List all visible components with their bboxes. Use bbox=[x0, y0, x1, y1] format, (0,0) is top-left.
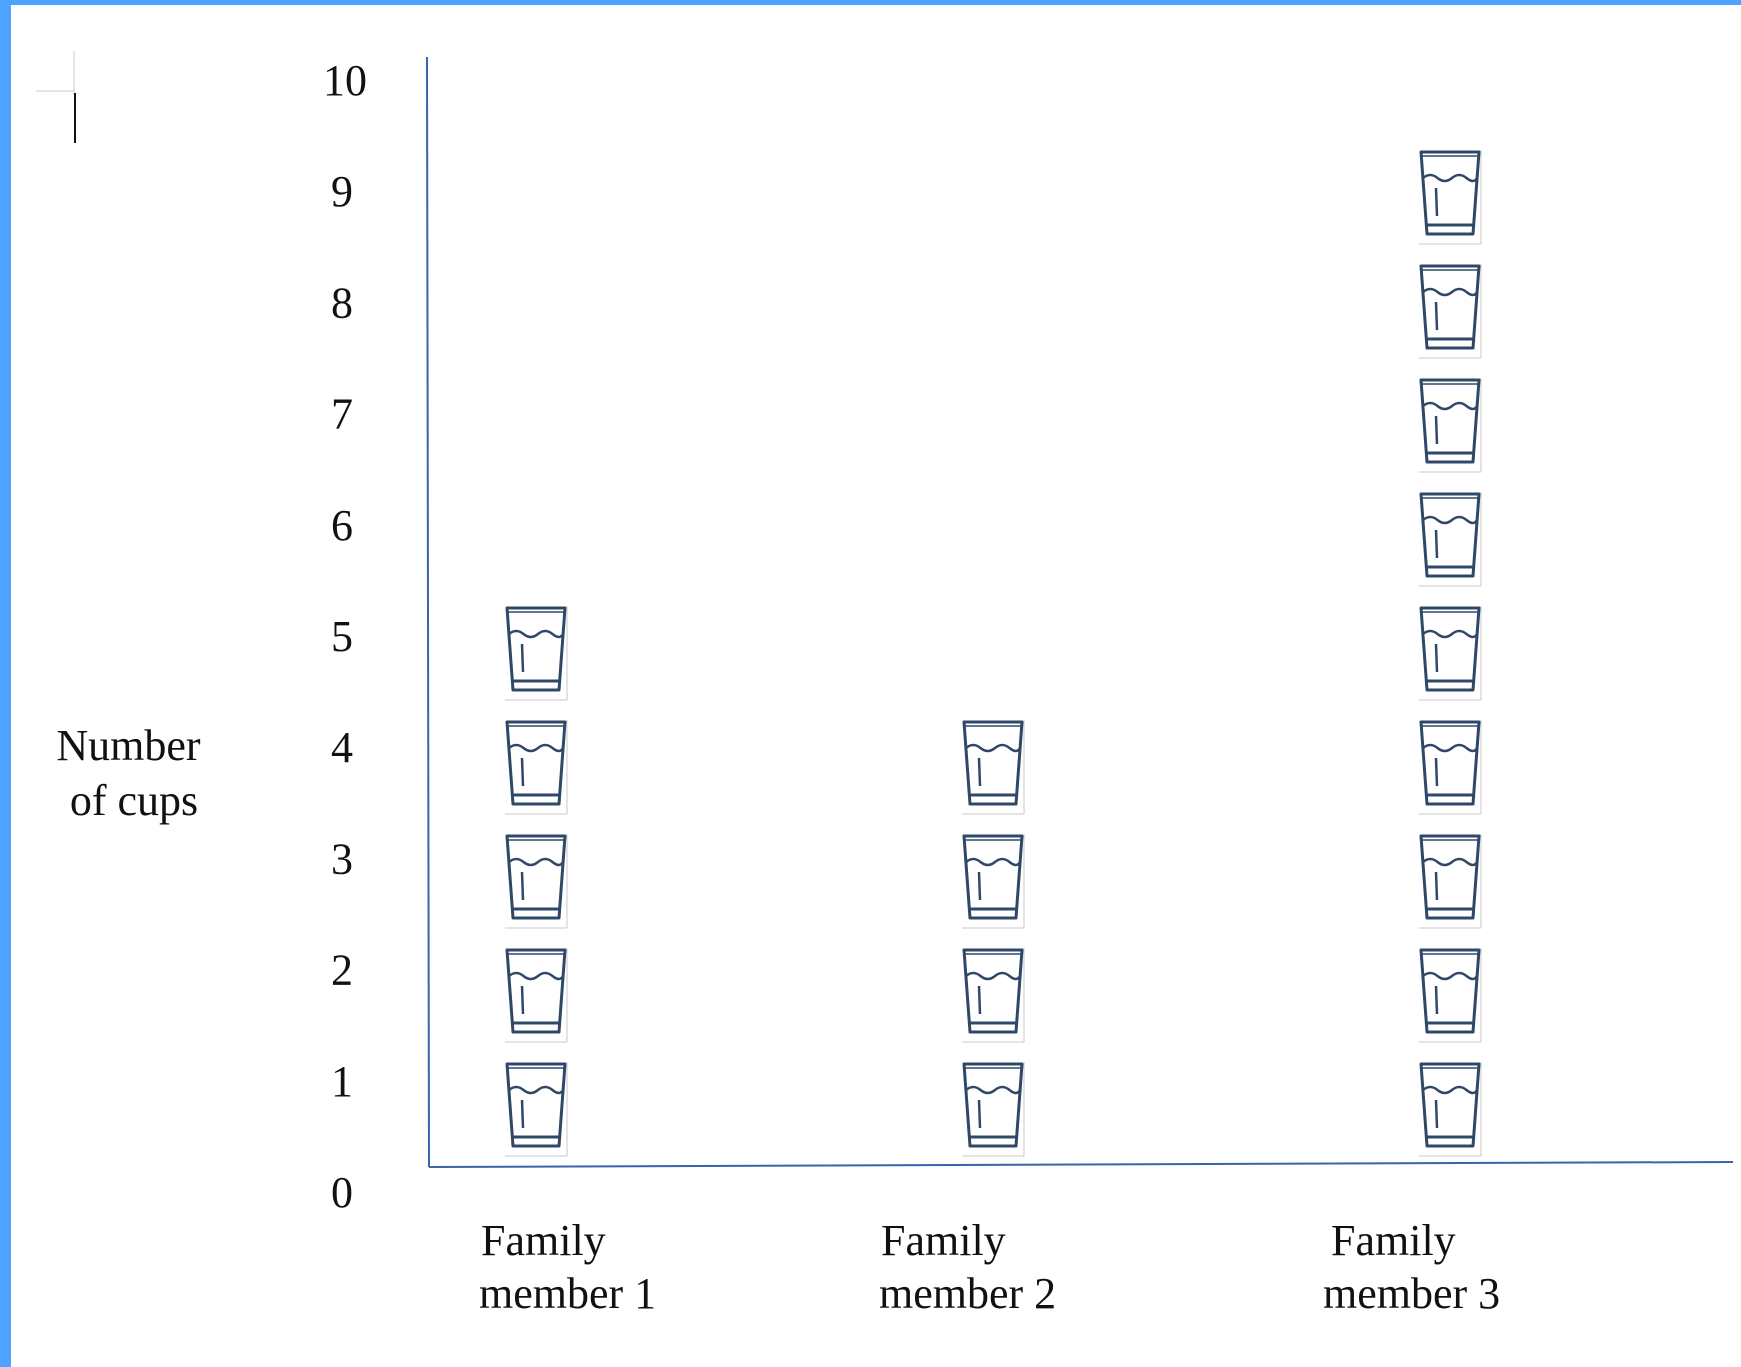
y-tick-label: 1 bbox=[331, 1057, 353, 1106]
category-label: Family member 1 bbox=[479, 1216, 656, 1318]
y-tick-label: 0 bbox=[331, 1168, 353, 1217]
y-tick-label: 7 bbox=[331, 390, 353, 439]
y-tick-labels: 0 1 2 3 4 5 6 7 8 9 10 bbox=[323, 56, 367, 1217]
y-tick-label: 10 bbox=[323, 56, 367, 105]
y-tick-label: 4 bbox=[331, 723, 353, 772]
cup-of-water-icon bbox=[505, 948, 568, 1043]
pictograph-chart: Number of cups 0 1 2 3 4 5 6 7 8 9 10 Family member… bbox=[36, 51, 1734, 1318]
y-tick-label: 9 bbox=[331, 167, 353, 216]
cup-of-water-icon bbox=[962, 720, 1025, 815]
y-tick-label: 2 bbox=[331, 946, 353, 995]
cup-of-water-icon bbox=[1419, 264, 1482, 359]
cup-of-water-icon bbox=[1419, 378, 1482, 473]
category-label: Family member 3 bbox=[1323, 1216, 1500, 1318]
cup-of-water-icon bbox=[1419, 834, 1482, 929]
cup-of-water-icon bbox=[505, 1062, 568, 1157]
cup-of-water-icon bbox=[1419, 948, 1482, 1043]
cup-of-water-icon bbox=[1419, 720, 1482, 815]
y-axis bbox=[426, 56, 430, 1168]
category-label: Family member 2 bbox=[879, 1216, 1056, 1318]
y-tick-label: 3 bbox=[331, 834, 353, 883]
y-tick-label: 5 bbox=[331, 612, 353, 661]
x-axis bbox=[428, 1161, 1734, 1168]
category-labels: Family member 1 Family member 2 Family member… bbox=[479, 1216, 1500, 1318]
cup-of-water-icon bbox=[1419, 606, 1482, 701]
cup-of-water-icon bbox=[962, 834, 1025, 929]
cup-of-water-icon bbox=[962, 1062, 1025, 1157]
cup-of-water-icon bbox=[505, 720, 568, 815]
cup-of-water-icon bbox=[962, 948, 1025, 1043]
cup-of-water-icon bbox=[1419, 1062, 1482, 1157]
y-tick-label: 6 bbox=[331, 501, 353, 550]
cup-of-water-icon bbox=[505, 606, 568, 701]
y-tick-label: 8 bbox=[331, 278, 353, 327]
document-page: Number of cups 0 1 2 3 4 5 6 7 8 9 10 Family member… bbox=[11, 5, 1741, 1367]
y-axis-title: Number of cups bbox=[56, 721, 211, 825]
text-cursor bbox=[36, 51, 76, 143]
pictograph-icons bbox=[505, 150, 1482, 1157]
cup-of-water-icon bbox=[505, 834, 568, 929]
cup-of-water-icon bbox=[1419, 150, 1482, 245]
cup-of-water-icon bbox=[1419, 492, 1482, 587]
